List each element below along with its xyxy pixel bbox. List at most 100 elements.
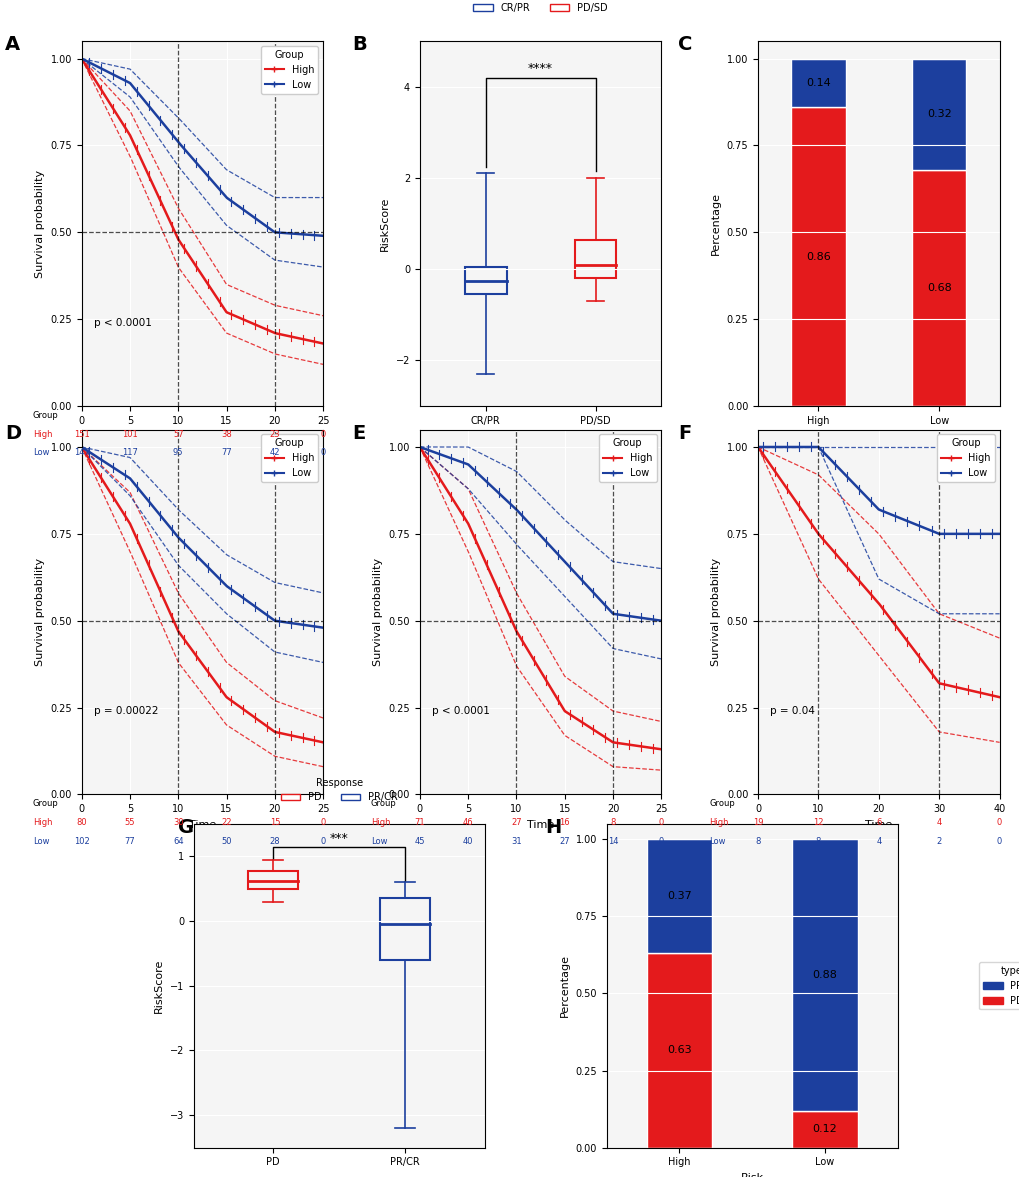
Text: Low: Low (33, 837, 49, 846)
High (566, 709, 578, 723)
Bar (792, 1111, 857, 1148)
High (829, 547, 842, 561)
Text: 117: 117 (122, 448, 138, 458)
Bar (465, 267, 506, 294)
High (251, 712, 263, 726)
High (442, 486, 454, 500)
Low (492, 486, 504, 500)
Low (75, 440, 88, 454)
High (925, 667, 937, 681)
X-axis label: Risk: Risk (740, 1172, 763, 1177)
Text: 22: 22 (221, 818, 231, 827)
Text: 0.14: 0.14 (805, 78, 830, 88)
High (508, 621, 521, 636)
Text: High: High (33, 430, 52, 439)
Y-axis label: Percentage: Percentage (710, 192, 720, 255)
High (250, 711, 262, 725)
Low (589, 587, 601, 601)
Text: 27: 27 (558, 837, 570, 846)
High (104, 486, 116, 500)
Text: D: D (5, 424, 21, 443)
Text: 55: 55 (124, 818, 136, 827)
Bar (380, 898, 430, 960)
Line: Low: Low (420, 447, 660, 620)
Text: 64: 64 (173, 837, 183, 846)
Text: 19: 19 (752, 818, 762, 827)
Text: 30: 30 (173, 818, 183, 827)
Text: Low: Low (33, 448, 49, 458)
Text: 57: 57 (173, 430, 183, 439)
Text: High: High (371, 818, 390, 827)
Text: 38: 38 (221, 430, 231, 439)
High (317, 736, 329, 750)
Low (903, 516, 915, 530)
High (251, 319, 263, 333)
Text: 0.68: 0.68 (926, 282, 951, 293)
Line: High: High (82, 59, 323, 344)
Text: 0: 0 (320, 430, 325, 439)
Text: 0: 0 (996, 818, 1002, 827)
Text: Low: Low (371, 837, 387, 846)
High (926, 669, 938, 683)
Low (251, 213, 263, 227)
Low (414, 440, 426, 454)
High (154, 584, 166, 598)
Text: Group: Group (371, 799, 396, 809)
High (75, 440, 88, 454)
Text: 23: 23 (269, 430, 280, 439)
Low (781, 440, 793, 454)
Text: A: A (5, 35, 20, 54)
Text: 16: 16 (558, 818, 570, 827)
Text: 28: 28 (269, 837, 280, 846)
Text: High: High (33, 818, 52, 827)
High (781, 481, 793, 496)
Text: 151: 151 (73, 430, 90, 439)
Text: 4: 4 (935, 818, 941, 827)
Text: 0.12: 0.12 (812, 1124, 837, 1135)
Text: 0.88: 0.88 (812, 970, 837, 980)
High (492, 584, 504, 598)
Low (925, 524, 937, 538)
Text: p < 0.0001: p < 0.0001 (431, 706, 489, 716)
Text: 101: 101 (122, 430, 138, 439)
Text: E: E (352, 424, 365, 443)
Text: p = 0.04: p = 0.04 (769, 706, 814, 716)
Text: 42: 42 (269, 448, 280, 458)
Text: 102: 102 (73, 837, 90, 846)
Low (926, 525, 938, 539)
Text: 0.86: 0.86 (805, 252, 830, 261)
Low (847, 477, 859, 491)
Text: High: High (708, 818, 728, 827)
Text: 0: 0 (658, 818, 663, 827)
X-axis label: Time: Time (864, 819, 892, 830)
Line: Low: Low (82, 59, 323, 235)
Bar (248, 871, 298, 889)
Low (829, 459, 842, 473)
Line: Low: Low (82, 447, 323, 627)
Low (508, 501, 521, 516)
Text: 95: 95 (173, 448, 183, 458)
High (75, 52, 88, 66)
Y-axis label: RiskScore: RiskScore (154, 958, 164, 1013)
Low (227, 584, 239, 598)
Low (442, 451, 454, 465)
Text: 0: 0 (996, 837, 1002, 846)
High (751, 440, 763, 454)
Text: Group: Group (33, 799, 58, 809)
Legend: CR/PR, PD/SD: CR/PR, PD/SD (469, 0, 611, 16)
X-axis label: Risk: Risk (866, 431, 890, 441)
High (589, 724, 601, 738)
Text: 0.63: 0.63 (666, 1045, 691, 1056)
Low (250, 212, 262, 226)
Bar (791, 107, 845, 406)
Y-axis label: Percentage: Percentage (559, 955, 570, 1017)
Legend: High, Low: High, Low (936, 434, 994, 481)
Legend: PD, PR/CR: PD, PR/CR (276, 773, 401, 806)
Text: p < 0.0001: p < 0.0001 (94, 318, 152, 327)
High (847, 567, 859, 581)
Y-axis label: Survival probability: Survival probability (710, 558, 720, 666)
Text: 8: 8 (815, 837, 820, 846)
High (104, 98, 116, 112)
Text: ***: *** (329, 832, 348, 845)
Line: High: High (757, 447, 999, 697)
